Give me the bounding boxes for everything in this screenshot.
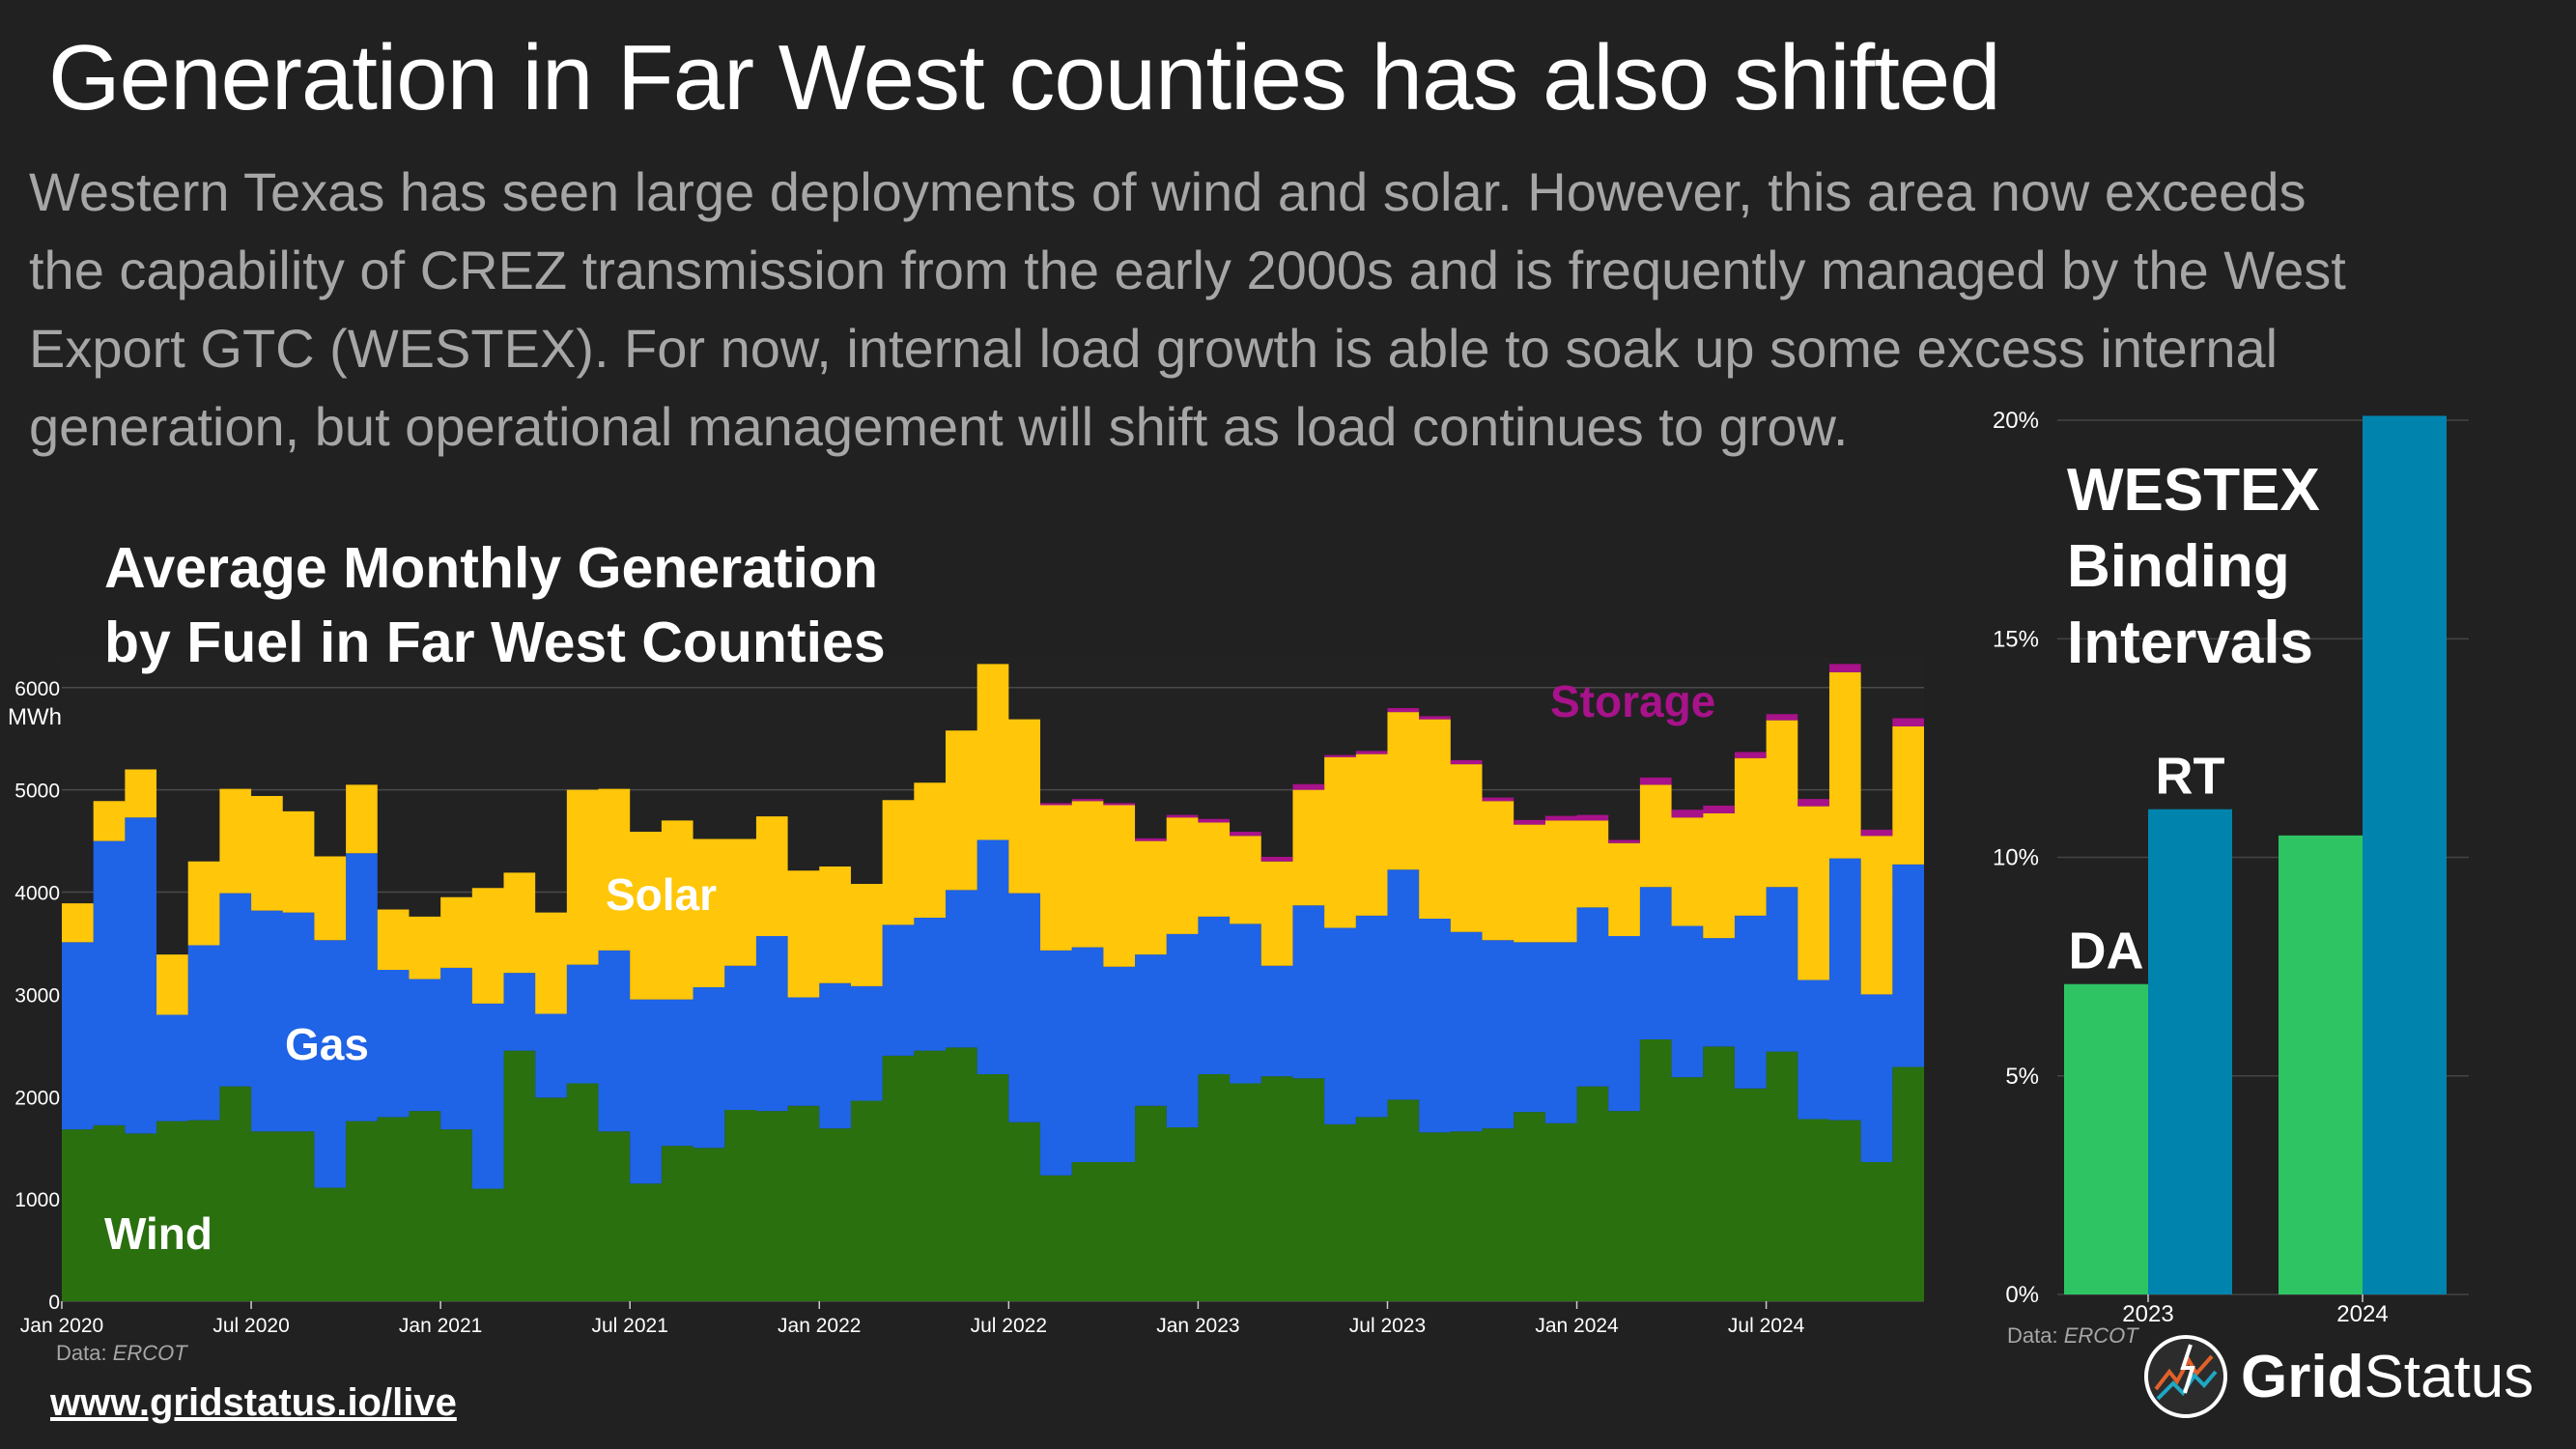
gridstatus-live-link[interactable]: www.gridstatus.io/live bbox=[50, 1381, 457, 1424]
x-tick-label: Jan 2024 bbox=[1535, 1315, 1619, 1337]
x-tick-label: Jan 2020 bbox=[20, 1315, 103, 1337]
bar-chart-title-line-1: WESTEX bbox=[2067, 457, 2320, 524]
subtitle-line: Western Texas has seen large deployments… bbox=[29, 161, 2307, 222]
bar-x-tick-label: 2024 bbox=[2336, 1301, 2388, 1327]
solar-area bbox=[62, 664, 1924, 1015]
da-bar-2024 bbox=[2279, 835, 2363, 1294]
bar-y-tick-label: 15% bbox=[1993, 626, 2039, 652]
x-tick-label: Jan 2022 bbox=[778, 1315, 861, 1337]
bar-y-tick-label: 10% bbox=[1993, 845, 2039, 871]
area-source-note: Data: ERCOT bbox=[56, 1341, 188, 1365]
gridstatus-logo-icon bbox=[2144, 1335, 2227, 1418]
gas-area bbox=[62, 817, 1924, 1189]
page-subtitle: Western Texas has seen large deployments… bbox=[29, 153, 2502, 466]
bar-source-note: Data: ERCOT bbox=[2007, 1323, 2139, 1348]
rt-bar-2023 bbox=[2148, 809, 2232, 1294]
x-tick-label: Jul 2024 bbox=[1728, 1315, 1805, 1337]
subtitle-line: Export GTC (WESTEX). For now, internal l… bbox=[29, 318, 2279, 379]
da-series-label: DA bbox=[2069, 923, 2144, 980]
bar-y-tick-label: 20% bbox=[1993, 408, 2039, 434]
page-title: Generation in Far West counties has also… bbox=[48, 26, 2001, 129]
y-tick-label: 0 bbox=[48, 1292, 60, 1314]
y-tick-label: 5000 bbox=[14, 781, 60, 803]
bar-y-tick-label: 5% bbox=[2005, 1064, 2039, 1090]
y-tick-label: 4000 bbox=[14, 883, 60, 905]
x-tick-label: Jul 2021 bbox=[592, 1315, 668, 1337]
da-bar-2023 bbox=[2064, 983, 2148, 1294]
y-tick-label: 1000 bbox=[14, 1189, 60, 1211]
bar-chart-title-line-2: Binding bbox=[2067, 533, 2290, 600]
bar-x-tick-label: 2023 bbox=[2122, 1301, 2173, 1327]
solar-series-label: Solar bbox=[606, 869, 717, 920]
gridstatus-logo-text: GridStatus bbox=[2241, 1343, 2534, 1410]
y-axis-unit-label: MWh bbox=[8, 704, 62, 730]
area-chart-title-line-1: Average Monthly Generation bbox=[104, 536, 878, 600]
x-tick-label: Jul 2022 bbox=[971, 1315, 1047, 1337]
subtitle-line: generation, but operational management w… bbox=[29, 396, 1849, 457]
y-tick-label: 2000 bbox=[14, 1087, 60, 1109]
area-chart-title-line-2: by Fuel in Far West Counties bbox=[104, 611, 886, 674]
x-tick-label: Jan 2021 bbox=[399, 1315, 482, 1337]
x-tick-label: Jul 2020 bbox=[212, 1315, 289, 1337]
wind-series-label: Wind bbox=[104, 1208, 212, 1259]
storage-series-label: Storage bbox=[1550, 676, 1715, 726]
gridstatus-logo: GridStatus bbox=[2144, 1328, 2534, 1425]
x-tick-label: Jul 2023 bbox=[1349, 1315, 1426, 1337]
wind-area bbox=[62, 1038, 1924, 1301]
y-tick-label: 3000 bbox=[14, 984, 60, 1007]
subtitle-line: the capability of CREZ transmission from… bbox=[29, 240, 2346, 300]
gas-series-label: Gas bbox=[285, 1019, 369, 1069]
y-tick-label: 6000 bbox=[14, 678, 60, 700]
bar-chart-title-line-3: Intervals bbox=[2067, 610, 2313, 676]
x-tick-label: Jan 2023 bbox=[1156, 1315, 1239, 1337]
rt-series-label: RT bbox=[2156, 748, 2225, 806]
bar-y-tick-label: 0% bbox=[2005, 1282, 2039, 1308]
rt-bar-2024 bbox=[2363, 415, 2447, 1295]
